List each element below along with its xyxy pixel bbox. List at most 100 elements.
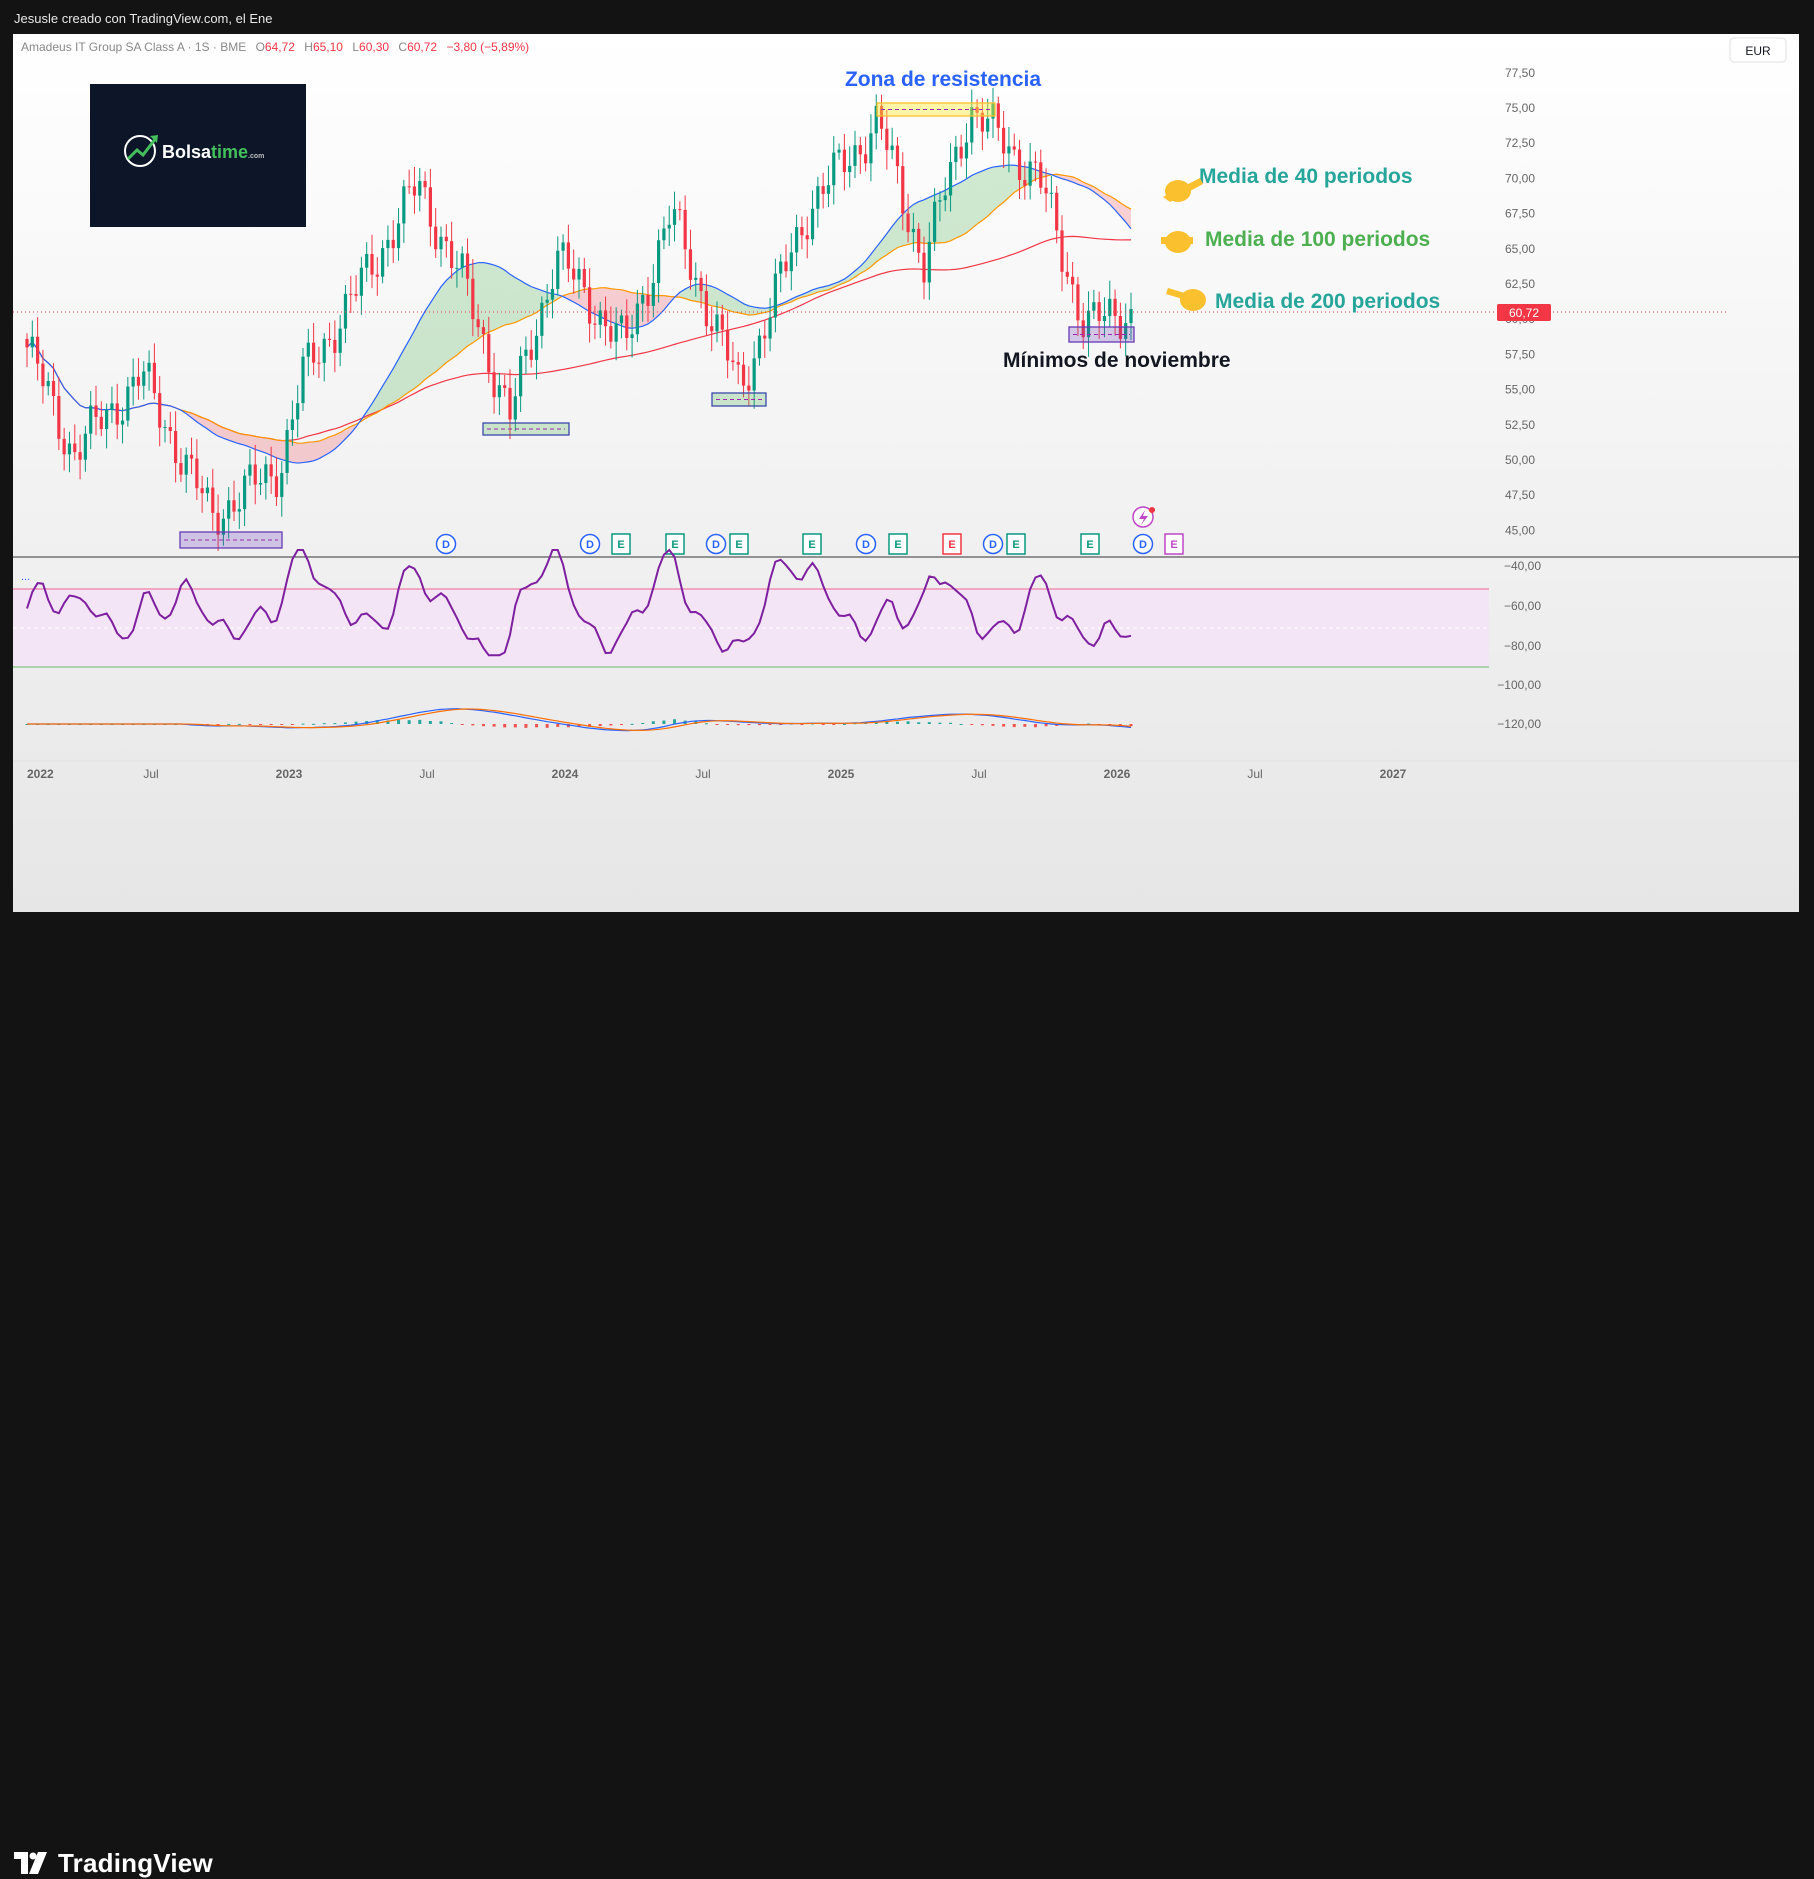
candle-body [869, 133, 872, 163]
candle-body [116, 403, 119, 424]
histogram-bar [662, 721, 665, 724]
ma-cloud-segment [1004, 165, 1009, 202]
candle-body [36, 337, 39, 364]
candle-body [339, 329, 342, 353]
candle-body [742, 365, 745, 386]
candle-body [105, 410, 108, 429]
candle-body [827, 185, 830, 194]
time-tick-label: 2023 [276, 767, 303, 781]
ma-cloud-segment [446, 275, 451, 362]
candle-body [630, 334, 633, 338]
histogram-bar [440, 721, 443, 724]
candle-body [301, 357, 304, 403]
ma-cloud-segment [526, 284, 531, 318]
candle-body [418, 181, 421, 196]
histogram-bar [1002, 724, 1005, 727]
candle-body [429, 187, 432, 226]
ma-cloud-segment [420, 311, 425, 384]
candle-body [599, 310, 602, 324]
candle-body [142, 372, 145, 386]
candle-body [938, 200, 941, 202]
histogram-bar [238, 724, 241, 725]
tradingview-logo-icon [14, 1852, 50, 1874]
tradingview-chart[interactable]: Amadeus IT Group SA Class A · 1S · BME O… [13, 34, 1799, 912]
candle-body [328, 339, 331, 340]
candle-body [737, 362, 740, 365]
candle-body [179, 463, 182, 475]
candle-body [450, 241, 453, 268]
candle-body [705, 291, 708, 326]
candle-body [434, 227, 437, 250]
candle-body [498, 385, 501, 397]
candle-body [816, 186, 819, 209]
chart-frame[interactable]: Amadeus IT Group SA Class A · 1S · BME O… [13, 34, 1799, 912]
candle-body [588, 287, 591, 323]
candle-body [572, 269, 575, 280]
candle-body [147, 363, 150, 372]
price-tick-label: 67,50 [1505, 207, 1535, 221]
ma-cloud-segment [255, 436, 260, 451]
candle-body [376, 275, 379, 277]
histogram-bar [418, 720, 421, 724]
candle-body [652, 283, 655, 306]
candle-body [726, 330, 729, 361]
histogram-bar [917, 722, 920, 724]
tradingview-logo[interactable]: TradingView [14, 1849, 213, 1877]
candle-body [514, 396, 517, 419]
ma-cloud-segment [452, 271, 457, 359]
candle-body [710, 326, 713, 331]
candle-body [896, 146, 899, 167]
candle-body [1007, 146, 1010, 153]
high-value: 65,10 [313, 40, 343, 54]
candle-body [408, 186, 411, 187]
ma-cloud-segment [483, 263, 488, 335]
ma-cloud-segment [611, 289, 616, 324]
histogram-bar [503, 724, 506, 727]
time-tick-label: Jul [971, 767, 986, 781]
candle-body [275, 476, 278, 497]
event-marker-label: E [617, 539, 624, 551]
candle-body [158, 393, 161, 427]
open-label: O [256, 40, 265, 54]
candle-body [673, 209, 676, 225]
event-marker-label: D [1139, 539, 1147, 551]
high-label: H [304, 40, 313, 54]
candle-body [1002, 128, 1005, 154]
oscillator-tick-label: −120,00 [1497, 717, 1541, 731]
histogram-bar [970, 724, 973, 725]
oscillator-tick-label: −40,00 [1504, 559, 1541, 573]
candle-body [790, 252, 793, 271]
price-tick-label: 65,00 [1505, 242, 1535, 256]
candle-body [636, 304, 639, 335]
histogram-bar [493, 724, 496, 727]
event-marker-label: D [712, 539, 720, 551]
time-tick-label: Jul [1247, 767, 1262, 781]
candle-body [296, 403, 299, 419]
histogram-bar [1045, 724, 1048, 726]
candle-body [397, 223, 400, 248]
candle-body [291, 419, 294, 430]
ma-cloud-segment [276, 440, 281, 460]
candle-body [392, 240, 395, 248]
ma-cloud-segment [972, 173, 977, 228]
candle-body [662, 229, 665, 241]
bolsatime-logo: Bolsatime.com [90, 84, 306, 227]
candle-body [524, 350, 527, 356]
candle-body [1103, 316, 1106, 321]
candle-body [784, 262, 787, 272]
candle-body [1092, 302, 1095, 311]
candle-body [63, 439, 66, 454]
ma-cloud-segment [966, 175, 971, 232]
candle-body [715, 314, 718, 331]
candle-body [774, 274, 777, 318]
candle-body [344, 294, 347, 329]
last-price-value: 60,72 [1509, 306, 1539, 320]
event-marker-label: D [442, 539, 450, 551]
histogram-bar [652, 721, 655, 724]
candle-body [747, 386, 750, 391]
candle-body [546, 300, 549, 303]
indicator-settings-dots[interactable]: ... [21, 571, 30, 583]
ma-cloud-segment [977, 171, 982, 224]
candle-body [944, 195, 947, 200]
candle-body [1034, 162, 1037, 163]
